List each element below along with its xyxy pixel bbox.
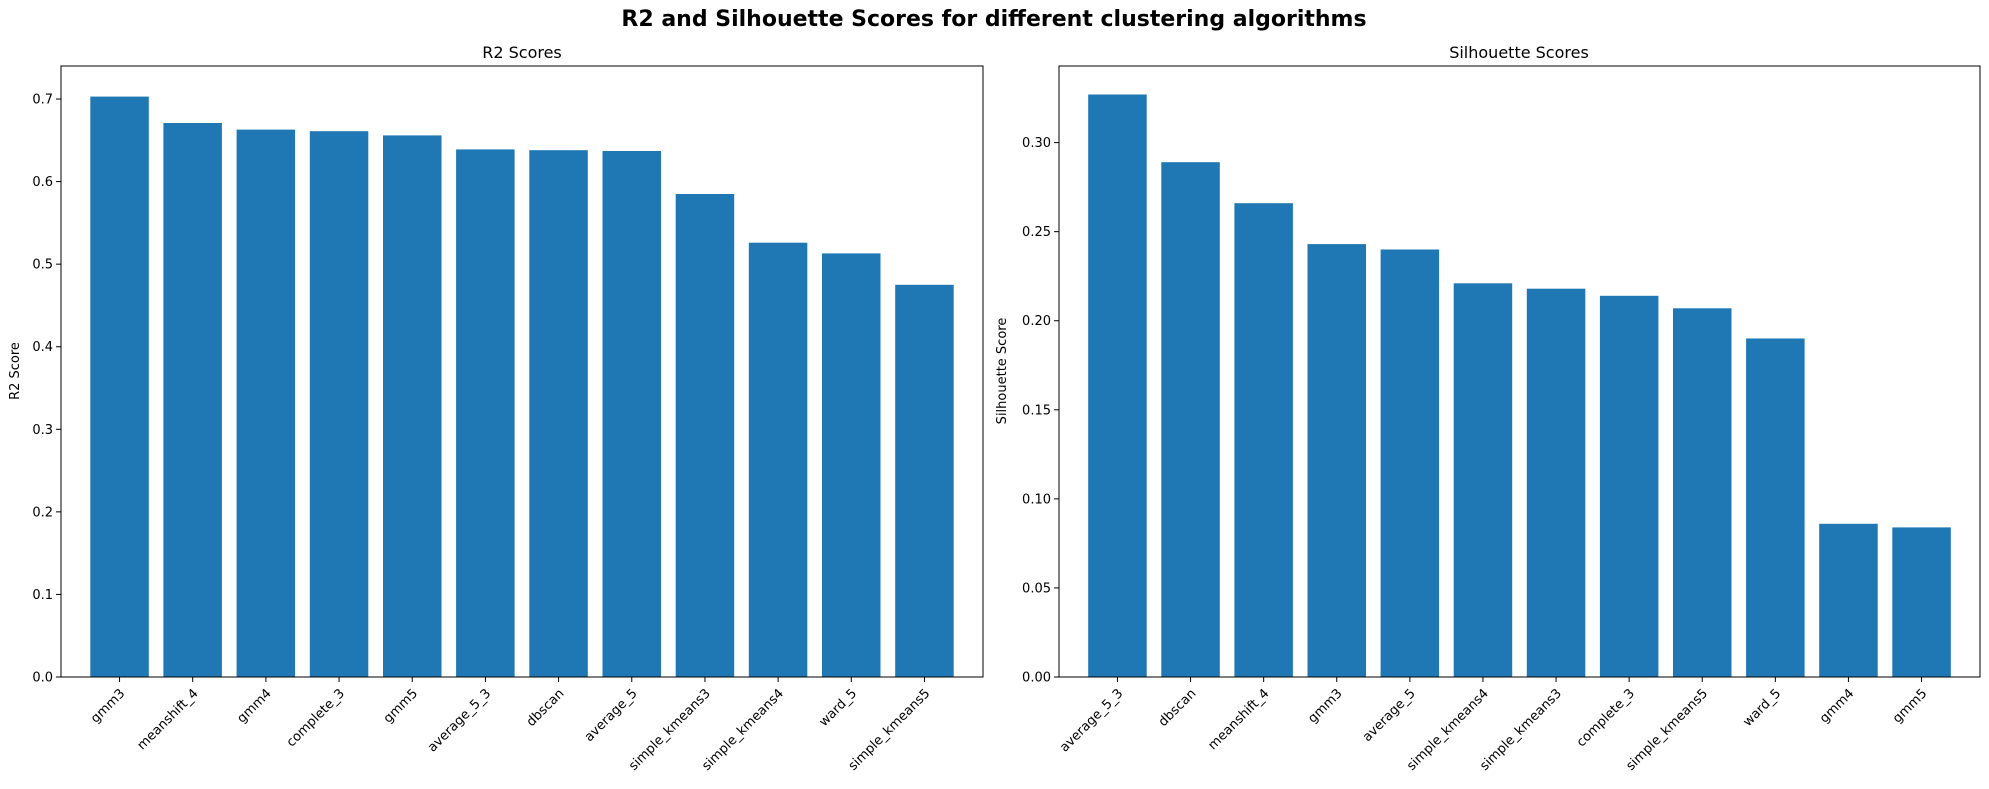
x-tick-label: simple_kmeans4 <box>699 686 787 774</box>
y-tick-label: 0.05 <box>1022 581 1051 596</box>
bar-simple_kmeans3 <box>1526 288 1586 677</box>
y-tick-label: 0.10 <box>1022 492 1051 507</box>
x-tick-label: gmm3 <box>1305 686 1345 726</box>
x-tick-label: gmm4 <box>235 686 275 726</box>
silhouette-scores-chart: Silhouette Scores Silhouette Score 0.00 0… <box>995 43 1981 774</box>
bar-gmm5 <box>1892 527 1951 677</box>
y-tick-label: 0.20 <box>1022 314 1051 329</box>
y-tick-label: 0.5 <box>32 258 53 273</box>
bar-average_5 <box>602 151 661 677</box>
y-axis-label: R2 Score <box>8 342 23 400</box>
y-tick-label: 0.00 <box>1022 671 1051 686</box>
x-tick-label: complete_3 <box>1574 686 1638 750</box>
chart-title: R2 Scores <box>482 43 562 62</box>
chart-title: Silhouette Scores <box>1449 43 1589 62</box>
y-tick-label: 0.1 <box>32 588 53 603</box>
bar-simple_kmeans4 <box>748 242 808 677</box>
axes-frame <box>60 65 984 678</box>
x-tick-label: simple_kmeans5 <box>846 686 934 774</box>
bar-complete_3 <box>1599 295 1659 677</box>
bar-simple_kmeans5 <box>1673 308 1732 677</box>
bar-average_5 <box>1380 249 1440 677</box>
x-tick-label: gmm3 <box>88 686 128 726</box>
y-tick-label: 0.0 <box>32 671 53 686</box>
x-tick-label: average_5_3 <box>425 686 494 755</box>
y-tick-label: 0.4 <box>32 340 53 355</box>
x-tick-label: simple_kmeans5 <box>1623 686 1711 774</box>
bar-simple_kmeans3 <box>675 194 735 677</box>
y-tick-label: 0.15 <box>1022 403 1051 418</box>
y-tick-label: 0.7 <box>32 93 53 108</box>
bar-gmm3 <box>90 96 149 678</box>
bar-dbscan <box>529 150 588 677</box>
bar-ward_5 <box>1746 338 1805 677</box>
y-axis-label: Silhouette Score <box>995 318 1010 425</box>
bar-average_5_3 <box>456 149 515 677</box>
bar-average_5_3 <box>1088 94 1147 677</box>
bar-simple_kmeans5 <box>895 284 954 677</box>
bar-gmm4 <box>236 129 296 678</box>
x-tick-label: gmm5 <box>381 686 421 726</box>
bar-meanshift_4 <box>163 123 222 677</box>
bar-dbscan <box>1161 162 1220 677</box>
y-tick-label: 0.3 <box>32 423 53 438</box>
x-tick-label: dbscan <box>1156 686 1200 730</box>
y-tick-label: 0.2 <box>32 505 53 520</box>
bar-complete_3 <box>309 131 369 677</box>
y-tick-label: 0.30 <box>1022 136 1051 151</box>
x-tick-label: ward_5 <box>816 686 860 730</box>
bar-gmm3 <box>1307 244 1366 677</box>
x-tick-label: simple_kmeans3 <box>1477 686 1565 774</box>
x-tick-label: average_5_3 <box>1057 686 1126 755</box>
x-tick-label: meanshift_4 <box>135 686 202 753</box>
r2-scores-chart: R2 Scores R2 Score 0.0 0.1 0.2 0.3 0.4 0.5 0.6… <box>8 43 984 774</box>
axes-frame <box>1058 65 1981 678</box>
x-tick-label: complete_3 <box>284 686 348 750</box>
y-tick-label: 0.6 <box>32 175 53 190</box>
x-tick-label: average_5 <box>582 686 641 745</box>
bar-gmm5 <box>383 135 442 677</box>
bar-ward_5 <box>822 253 881 677</box>
x-tick-label: gmm5 <box>1890 686 1930 726</box>
bar-simple_kmeans4 <box>1453 283 1513 677</box>
x-tick-label: average_5 <box>1360 686 1419 745</box>
x-tick-label: ward_5 <box>1740 686 1784 730</box>
x-tick-label: dbscan <box>524 686 568 730</box>
x-tick-label: meanshift_4 <box>1206 686 1273 753</box>
y-tick-label: 0.25 <box>1022 225 1051 240</box>
figure-title: R2 and Silhouette Scores for different c… <box>621 7 1366 32</box>
bar-gmm4 <box>1819 523 1878 677</box>
bar-meanshift_4 <box>1234 203 1293 677</box>
x-tick-label: gmm4 <box>1817 686 1857 726</box>
